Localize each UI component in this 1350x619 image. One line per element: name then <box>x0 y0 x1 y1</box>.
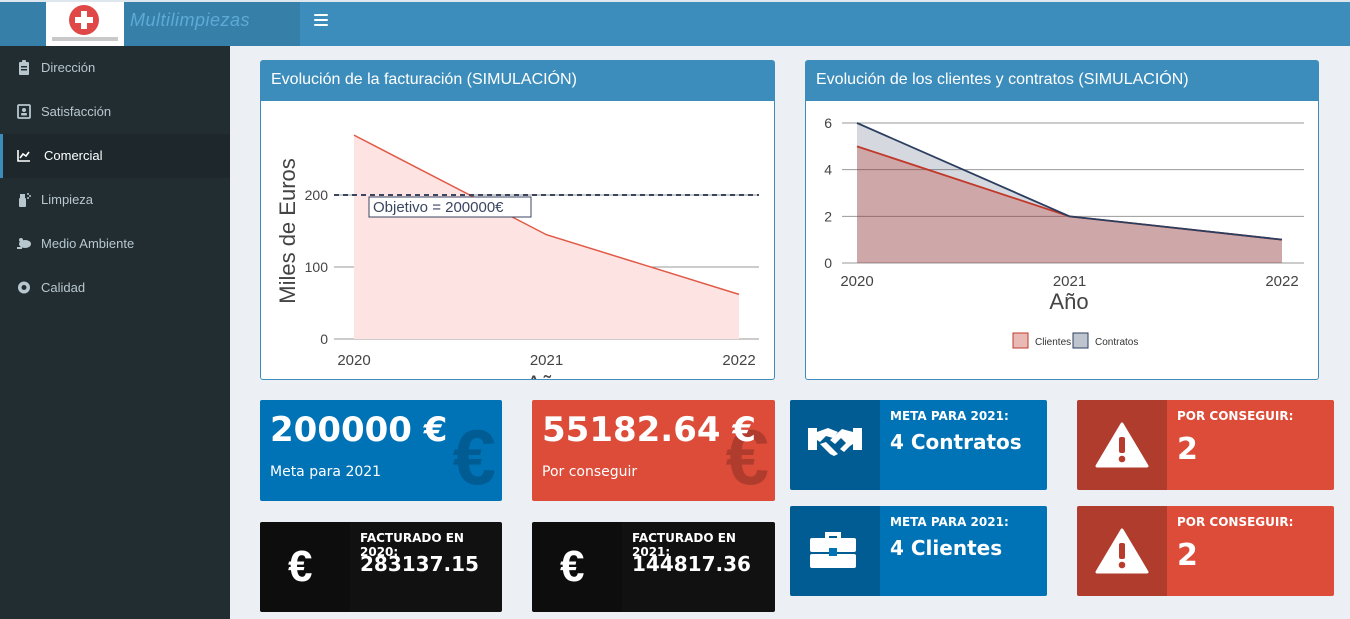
sidebar-item-calidad[interactable]: Calidad <box>0 266 230 310</box>
handshake-icon <box>808 428 862 456</box>
pending-contracts-box: POR CONSEGUIR: 2 <box>1077 400 1334 490</box>
top-navbar: Multilimpiezas <box>0 0 1350 46</box>
euro-icon: € <box>288 542 313 591</box>
sidebar-item-direccion[interactable]: Dirección <box>0 46 230 90</box>
legend-label-contratos: Contratos <box>1095 337 1138 348</box>
billing-area <box>354 135 739 339</box>
target-label: Objetivo = 200000€ <box>373 199 504 216</box>
billed-2021-box: € FACTURADO EN 2021: 144817.36 <box>532 522 775 612</box>
y-tick-label: 4 <box>824 162 832 178</box>
sidebar-item-satisfaccion[interactable]: Satisfacción <box>0 90 230 134</box>
icon-area <box>790 506 880 596</box>
meta-billing-box: € 200000 € Meta para 2021 <box>260 400 502 501</box>
icon-area <box>1077 506 1167 596</box>
clients-box-title: Evolución de los clientes y contratos (S… <box>806 61 1318 101</box>
billed-2021-label: FACTURADO EN 2021: <box>632 531 736 559</box>
y-tick-label: 2 <box>824 208 832 224</box>
pending-billing-value: 55182.64 € <box>542 410 757 450</box>
clients-chart: 0 2 4 6 2020 2021 2022 Año Clientes Contratos <box>824 115 1304 349</box>
series-line-contratos <box>856 122 1283 241</box>
x-tick-label: 2020 <box>840 273 873 290</box>
billing-line <box>353 134 740 296</box>
certificate-icon <box>18 281 30 294</box>
pending-billing-subtitle: Por conseguir <box>542 464 638 480</box>
icon-area <box>790 400 880 490</box>
series-area-clientes <box>857 146 1282 263</box>
series-area-contratos <box>857 123 1282 263</box>
meta-clients-value: 4 Clientes <box>890 536 1003 560</box>
pending-clients-box: POR CONSEGUIR: 2 <box>1077 506 1334 596</box>
frog-icon <box>17 238 31 249</box>
legend-label-clientes: Clientes <box>1035 337 1071 348</box>
icon-area: € <box>260 522 350 612</box>
sidebar-item-label: Limpieza <box>41 192 94 207</box>
sidebar-toggle-icon[interactable] <box>314 14 328 28</box>
x-tick-label: 2022 <box>722 352 755 369</box>
meta-contracts-box: META PARA 2021: 4 Contratos <box>790 400 1047 490</box>
logo-caption <box>52 37 118 41</box>
logo-area[interactable]: Multilimpiezas <box>0 2 300 46</box>
y-tick-label: 200 <box>305 187 329 203</box>
y-axis-title: Miles de Euros <box>275 158 300 304</box>
meta-contracts-value: 4 Contratos <box>890 430 1022 454</box>
line-chart-icon <box>17 150 30 162</box>
x-tick-label: 2022 <box>1265 273 1298 290</box>
sidebar-item-label: Calidad <box>41 280 86 295</box>
sidebar-item-medio-ambiente[interactable]: Medio Ambiente <box>0 222 230 266</box>
sidebar-item-label: Medio Ambiente <box>41 236 135 251</box>
euro-icon: € <box>560 542 585 591</box>
clipboard-icon <box>19 60 29 75</box>
pending-clients-value: 2 <box>1177 538 1198 573</box>
briefcase-icon <box>810 532 856 568</box>
y-tick-label: 0 <box>320 331 328 347</box>
x-tick-label: 2021 <box>530 352 563 369</box>
sidebar-item-comercial[interactable]: Comercial <box>0 134 230 178</box>
meta-contracts-label: META PARA 2021: <box>890 409 1009 423</box>
sidebar-item-label: Satisfacción <box>41 104 112 119</box>
x-tick-label: 2021 <box>1053 273 1086 290</box>
pending-clients-label: POR CONSEGUIR: <box>1177 515 1294 529</box>
meta-billing-subtitle: Meta para 2021 <box>270 464 382 480</box>
billing-box-title: Evolución de la facturación (SIMULACIÓN) <box>261 61 774 101</box>
icon-area <box>1077 400 1167 490</box>
x-axis-title: Año <box>1049 289 1088 314</box>
target-label-box <box>368 196 532 218</box>
y-tick-label: 100 <box>305 259 329 275</box>
legend-swatch-clientes <box>1012 332 1029 349</box>
meta-clients-box: META PARA 2021: 4 Clientes <box>790 506 1047 596</box>
contact-card-icon <box>17 104 31 119</box>
logo-cross-icon <box>69 5 99 35</box>
pending-contracts-label: POR CONSEGUIR: <box>1177 409 1294 423</box>
pending-billing-box: € 55182.64 € Por conseguir <box>532 400 775 501</box>
meta-clients-label: META PARA 2021: <box>890 515 1009 529</box>
spray-icon <box>19 193 31 207</box>
company-logo <box>46 2 124 46</box>
y-tick-label: 6 <box>824 115 832 131</box>
y-tick-label: 0 <box>824 255 832 271</box>
legend-swatch-contratos <box>1072 332 1089 349</box>
billed-2020-box: € FACTURADO EN 2020: 283137.15 <box>260 522 502 612</box>
brand-name: Multilimpiezas <box>130 10 251 30</box>
sidebar-item-label: Dirección <box>41 60 96 75</box>
billed-2021-value: 144817.36 <box>632 552 751 576</box>
sidebar-item-label: Comercial <box>44 148 103 163</box>
icon-area: € <box>532 522 622 612</box>
sidebar-item-limpieza[interactable]: Limpieza <box>0 178 230 222</box>
warning-icon <box>1095 528 1149 574</box>
billing-chart: 0 100 200 Objetivo = 200000€ 2020 2021 2022 Año… <box>275 134 759 379</box>
billed-2020-label: FACTURADO EN 2020: <box>360 531 464 559</box>
meta-billing-value: 200000 € <box>270 410 448 450</box>
pending-contracts-value: 2 <box>1177 432 1198 467</box>
x-tick-label: 2020 <box>337 352 370 369</box>
clients-box: Evolución de los clientes y contratos (S… <box>805 60 1319 380</box>
warning-icon <box>1095 422 1149 468</box>
euro-icon: € <box>725 413 769 501</box>
sidebar: Dirección Satisfacción Comercial Limpiez… <box>0 46 230 619</box>
x-axis-title: Año <box>526 371 565 379</box>
billing-box: Evolución de la facturación (SIMULACIÓN)… <box>260 60 775 380</box>
euro-icon: € <box>452 413 496 501</box>
billed-2020-value: 283137.15 <box>360 552 479 576</box>
